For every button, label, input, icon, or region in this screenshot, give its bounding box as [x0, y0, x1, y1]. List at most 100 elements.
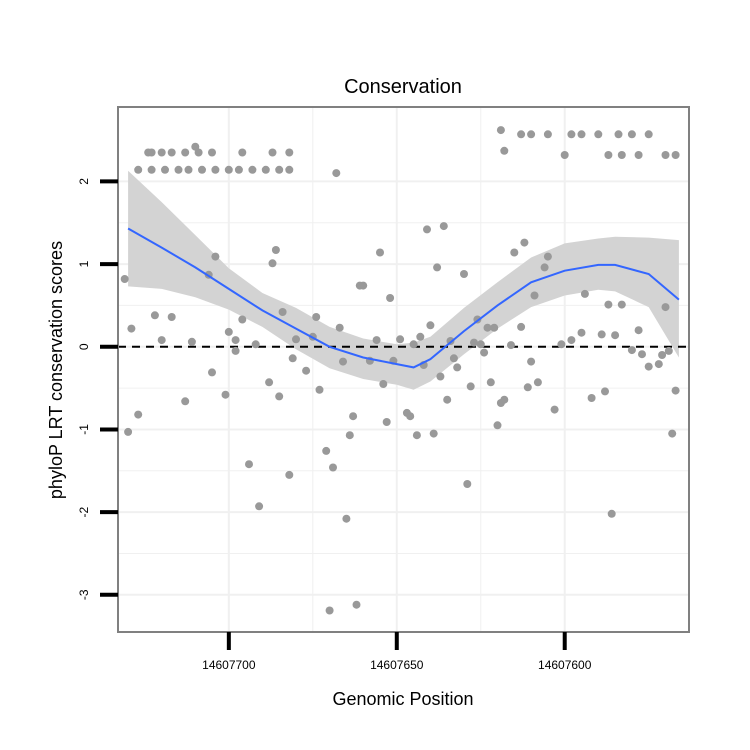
data-point: [644, 130, 653, 139]
data-point: [634, 326, 643, 335]
smooth-line: [127, 227, 680, 369]
data-point: [449, 354, 458, 363]
data-point: [386, 294, 395, 302]
data-point: [543, 252, 552, 261]
data-point: [517, 322, 526, 331]
data-point: [251, 340, 260, 349]
data-point: [285, 148, 294, 157]
data-point: [184, 165, 193, 174]
data-point: [285, 165, 294, 174]
data-point: [627, 346, 636, 355]
data-point: [671, 386, 680, 395]
data-point: [480, 348, 489, 357]
data-point: [443, 395, 452, 404]
data-point: [322, 446, 331, 455]
data-point: [167, 148, 176, 157]
y-axis-ticks: 2 1 0 -1 -2 -3: [77, 178, 118, 600]
data-point: [124, 427, 133, 436]
data-point: [157, 336, 166, 345]
data-point: [409, 340, 418, 349]
y-tick-label: -3: [77, 589, 91, 600]
data-point: [587, 394, 596, 402]
y-tick-label: -2: [77, 506, 91, 517]
x-axis-label: Genomic Position: [332, 689, 473, 709]
data-point: [352, 600, 361, 609]
data-point: [181, 148, 190, 157]
y-tick-label: 2: [77, 178, 91, 185]
data-point: [486, 378, 495, 387]
data-point: [617, 300, 626, 309]
data-point: [339, 357, 347, 366]
data-point: [382, 418, 391, 426]
data-point: [580, 289, 589, 298]
data-point: [181, 397, 190, 406]
x-tick-label: 14607700: [202, 658, 256, 672]
data-point: [517, 130, 526, 139]
data-point: [429, 429, 438, 438]
data-point: [224, 327, 233, 336]
data-point: [285, 470, 294, 479]
data-point: [668, 429, 677, 438]
data-point: [490, 323, 499, 332]
data-point: [433, 263, 442, 272]
data-point: [500, 395, 509, 404]
y-tick-label: 0: [77, 343, 91, 350]
data-point: [412, 431, 421, 440]
data-point: [194, 148, 203, 157]
data-point: [611, 331, 620, 340]
data-point: [577, 130, 586, 139]
data-point: [627, 130, 636, 139]
data-point: [349, 412, 358, 421]
data-point: [594, 130, 603, 139]
data-point: [597, 330, 606, 339]
data-point: [483, 323, 492, 332]
data-point: [221, 390, 230, 399]
data-point: [496, 126, 505, 135]
panel-border: [117, 106, 690, 633]
data-point: [134, 410, 143, 419]
data-point: [406, 412, 415, 421]
data-point: [372, 336, 381, 345]
data-point: [520, 238, 529, 247]
data-point: [288, 354, 297, 363]
data-point: [211, 165, 220, 174]
data-point: [245, 460, 253, 469]
data-point: [540, 263, 549, 272]
data-point: [147, 148, 156, 157]
x-tick-label: 14607650: [370, 658, 424, 672]
data-point: [567, 336, 576, 345]
data-point: [661, 303, 670, 312]
data-point: [359, 281, 368, 290]
data-point: [423, 225, 431, 234]
data-point: [617, 151, 626, 159]
data-point: [614, 130, 623, 139]
data-point: [543, 130, 552, 139]
data-point: [527, 357, 536, 366]
data-point: [275, 165, 284, 174]
data-point: [661, 151, 670, 159]
data-point: [278, 308, 287, 316]
data-point: [436, 372, 445, 381]
data-point: [147, 165, 156, 174]
data-point: [654, 360, 663, 369]
data-point: [426, 321, 435, 330]
data-point: [379, 380, 388, 388]
x-axis-ticks: 14607700 14607650 14607600: [202, 632, 592, 672]
data-point: [261, 165, 270, 174]
data-point: [376, 248, 384, 257]
x-tick-label: 14607600: [538, 658, 592, 672]
data-point: [150, 311, 159, 320]
y-tick-label: -1: [77, 424, 91, 435]
data-point: [120, 275, 129, 283]
data-point: [644, 362, 653, 371]
data-point: [416, 332, 425, 341]
data-point: [211, 252, 220, 261]
data-point: [302, 366, 311, 375]
data-point: [198, 165, 206, 174]
data-point: [231, 346, 240, 355]
data-point: [463, 480, 472, 488]
data-point: [470, 338, 478, 347]
data-point: [208, 148, 216, 157]
data-point: [604, 151, 613, 159]
data-point: [500, 146, 509, 155]
